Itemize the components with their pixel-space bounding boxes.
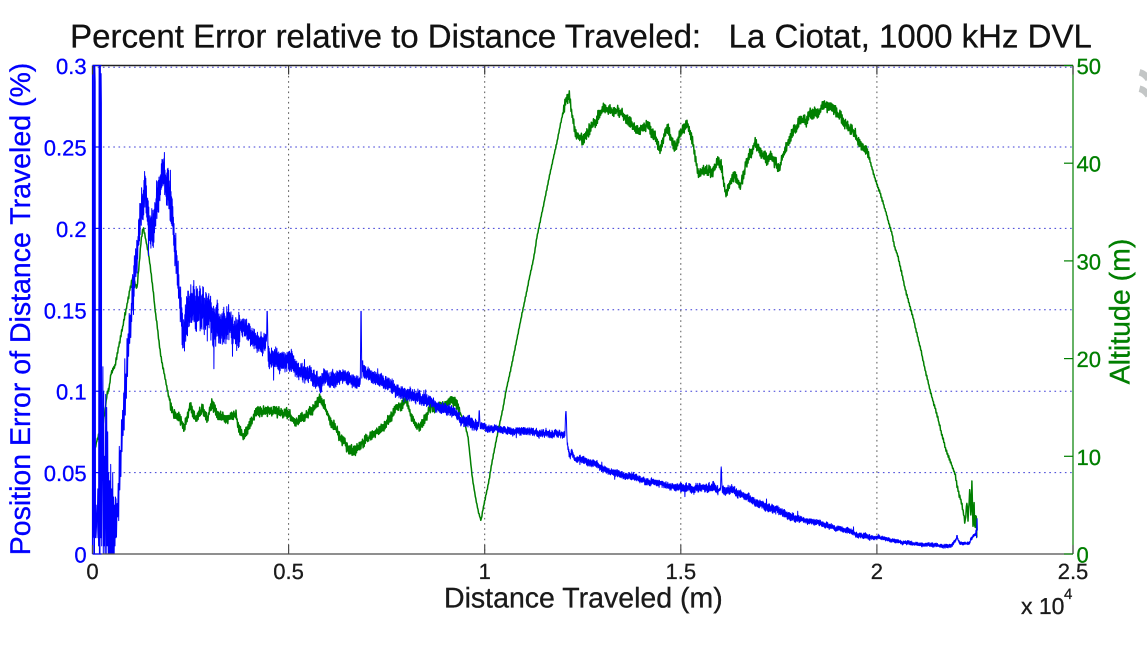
svg-text:Altitude (m): Altitude (m): [1105, 239, 1137, 385]
svg-text:0: 0: [74, 543, 86, 568]
svg-text:4: 4: [1064, 586, 1072, 603]
svg-text:10: 10: [1077, 445, 1101, 470]
svg-text:Position Error of Distance Tra: Position Error of Distance Traveled (%): [5, 63, 37, 556]
svg-text:2: 2: [871, 559, 883, 584]
svg-text:40: 40: [1077, 152, 1101, 177]
svg-text:0.1: 0.1: [56, 380, 87, 405]
svg-text:20: 20: [1077, 347, 1101, 372]
svg-text:0: 0: [86, 559, 98, 584]
svg-text:x 10: x 10: [1021, 593, 1064, 619]
svg-text:Percent Error relative to Dist: Percent Error relative to Distance Trave…: [70, 18, 1092, 55]
svg-text:0.25: 0.25: [44, 136, 87, 161]
svg-text:0.05: 0.05: [44, 461, 87, 486]
svg-text:Distance Traveled (m): Distance Traveled (m): [444, 583, 723, 615]
svg-text:0: 0: [1077, 543, 1089, 568]
svg-text:2.5: 2.5: [1058, 559, 1089, 584]
svg-text:50: 50: [1077, 54, 1101, 79]
svg-text:0.3: 0.3: [56, 54, 87, 79]
svg-text:30: 30: [1077, 249, 1101, 274]
svg-text:0.2: 0.2: [56, 217, 87, 242]
svg-text:0.15: 0.15: [44, 298, 87, 323]
svg-text:1: 1: [479, 559, 491, 584]
svg-text:0.5: 0.5: [273, 559, 304, 584]
svg-text:1.5: 1.5: [666, 559, 697, 584]
